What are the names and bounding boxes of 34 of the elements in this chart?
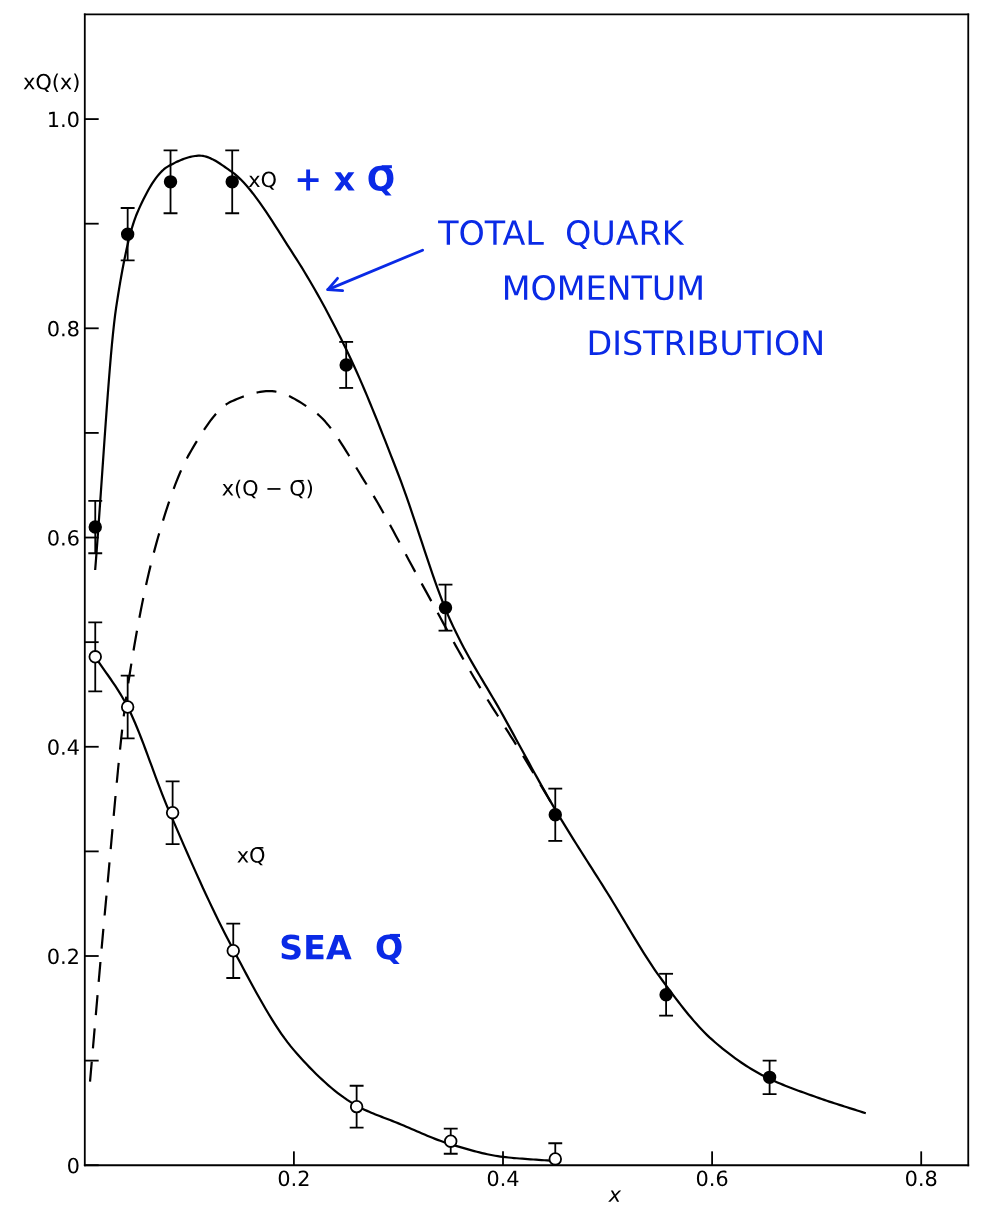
point bbox=[548, 808, 562, 822]
point bbox=[88, 520, 102, 534]
y-tick-label: 0.4 bbox=[48, 739, 79, 755]
annotation: + x Q̄ bbox=[297, 165, 394, 196]
point bbox=[165, 805, 180, 820]
point bbox=[120, 227, 135, 241]
y-tick-label: 0.2 bbox=[48, 948, 78, 965]
point bbox=[444, 1134, 458, 1148]
x-tick-label: 0.4 bbox=[487, 1170, 519, 1187]
annotation: xQ bbox=[248, 171, 276, 190]
point bbox=[225, 175, 239, 189]
annotation: SEA Q̄ bbox=[281, 933, 402, 965]
x-tick-label: 0.2 bbox=[278, 1170, 309, 1187]
point bbox=[659, 987, 673, 1002]
x-tick-label: 0.6 bbox=[696, 1170, 728, 1187]
point bbox=[226, 944, 240, 958]
y-tick-label: 0.6 bbox=[48, 529, 79, 546]
point bbox=[548, 1152, 562, 1166]
point bbox=[88, 650, 102, 664]
y-tick-label: 0 bbox=[68, 1157, 79, 1174]
point bbox=[438, 600, 453, 615]
annotation: xQ̄ bbox=[237, 847, 265, 866]
x-tick-label: 0.8 bbox=[906, 1170, 937, 1187]
y-tick-label: 1.0 bbox=[49, 111, 79, 128]
point bbox=[163, 175, 178, 189]
point bbox=[339, 358, 353, 372]
point bbox=[762, 1070, 777, 1085]
point bbox=[349, 1099, 364, 1114]
y-tick-label: 0.8 bbox=[48, 320, 79, 337]
x-axis-title: x bbox=[608, 1190, 622, 1202]
point bbox=[120, 700, 135, 714]
annotation: x(Q − Q̄) bbox=[222, 479, 313, 499]
annotation: TOTAL QUARK MOMENTUM DISTRIBUTION bbox=[438, 220, 822, 356]
y-axis-title: xQ(x) bbox=[23, 73, 79, 92]
